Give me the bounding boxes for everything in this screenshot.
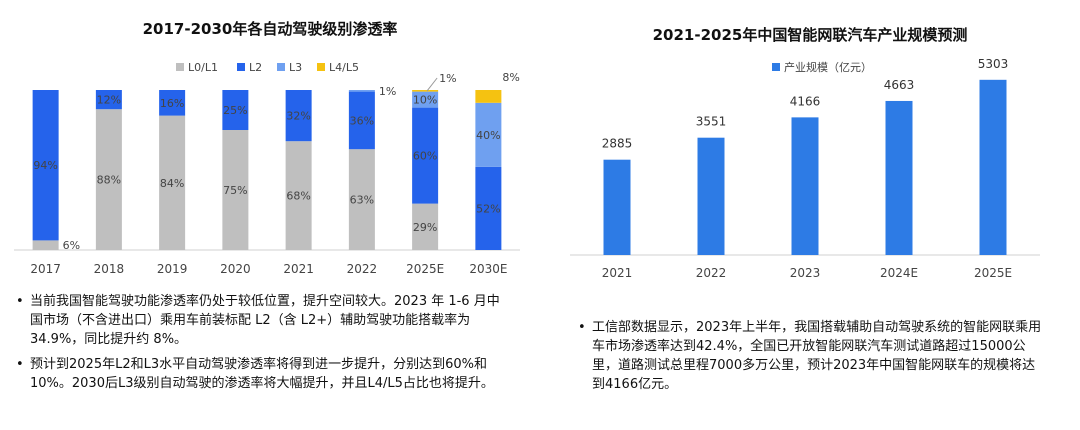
legend-label: L3 — [289, 61, 302, 74]
bar-segment — [348, 90, 375, 92]
legend-label: L4/L5 — [329, 61, 359, 74]
x-tick-label: 2025E — [974, 266, 1012, 280]
data-label: 29% — [413, 221, 437, 234]
bar-segment — [412, 107, 439, 204]
note-text: 工信部数据显示，2023年上半年，我国搭载辅助自动驾驶系统的智能网联乘用车市场渗… — [592, 320, 1042, 392]
x-tick-label: 2022 — [696, 266, 727, 280]
bar — [791, 117, 819, 255]
data-label: 5303 — [978, 57, 1009, 71]
left-notes: • 当前我国智能驾驶功能渗透率仍处于较低位置，提升空间较大。2023 年 1-6 … — [14, 292, 504, 399]
bar-segment — [32, 90, 59, 241]
penetration-chart: L0/L1 L2 L3 L4/L5 94% 6%2017 88% 12% 2018 84% 16% 2… — [14, 61, 520, 276]
legend-swatch — [317, 63, 325, 71]
bar-segment — [32, 240, 59, 250]
data-label: 36% — [350, 114, 374, 127]
chart-title: 2021-2025年中国智能网联汽车产业规模预测 — [652, 26, 968, 44]
bar — [979, 79, 1007, 255]
data-label: 2885 — [602, 137, 633, 151]
legend-swatch — [237, 63, 245, 71]
right-chart-panel: 2021-2025年中国智能网联汽车产业规模预测 产业规模（亿元） 2885 202… — [540, 0, 1080, 430]
data-label: 10% — [413, 94, 437, 107]
legend-swatch — [176, 63, 184, 71]
x-tick-label: 2020 — [220, 262, 251, 276]
legend-swatch — [277, 63, 285, 71]
legend-label: L2 — [249, 61, 262, 74]
data-label: 25% — [223, 104, 247, 117]
bar-segment — [285, 141, 312, 250]
bar-segment — [222, 130, 249, 250]
data-label: 94% — [33, 159, 57, 172]
bullet-icon: • — [16, 357, 24, 372]
data-label: 3551 — [696, 115, 727, 129]
data-label: 75% — [223, 184, 247, 197]
note-item: • 工信部数据显示，2023年上半年，我国搭载辅助自动驾驶系统的智能网联乘用车市场… — [576, 318, 1046, 394]
data-label: 40% — [476, 129, 500, 142]
industry-scale-chart: 产业规模（亿元） 2885 2021 3551 2022 4166 2023 4663 2024… — [570, 57, 1040, 280]
note-item: • 当前我国智能驾驶功能渗透率仍处于较低位置，提升空间较大。2023 年 1-6 … — [14, 292, 504, 349]
x-tick-label: 2017 — [30, 262, 61, 276]
x-tick-label: 2019 — [157, 262, 188, 276]
data-label: 63% — [350, 194, 374, 207]
data-label: 84% — [160, 177, 184, 190]
bar-segment — [95, 109, 122, 250]
data-label: 4166 — [790, 94, 821, 108]
bar-segment — [412, 90, 439, 92]
right-notes: • 工信部数据显示，2023年上半年，我国搭载辅助自动驾驶系统的智能网联乘用车市场… — [576, 318, 1046, 400]
note-text: 预计到2025年L2和L3水平自动驾驶渗透率将得到进一步提升，分别达到60%和1… — [30, 357, 494, 391]
bar-segment — [412, 203, 439, 250]
bar-segment — [159, 115, 186, 250]
data-label: 68% — [286, 190, 310, 203]
leader-line — [426, 77, 438, 92]
x-tick-label: 2023 — [790, 266, 821, 280]
bar-segment — [285, 90, 312, 142]
bar — [697, 137, 725, 255]
bar-segment — [95, 90, 122, 110]
data-label: 88% — [97, 174, 121, 187]
bullet-icon: • — [578, 320, 586, 335]
bar-segment — [475, 102, 502, 167]
note-item: • 预计到2025年L2和L3水平自动驾驶渗透率将得到进一步提升，分别达到60%和… — [14, 355, 504, 393]
data-label: 8% — [502, 71, 519, 84]
data-label: 6% — [63, 239, 80, 252]
x-tick-label: 2022 — [347, 262, 378, 276]
data-label: 16% — [160, 97, 184, 110]
data-label: 1% — [379, 85, 396, 98]
x-tick-label: 2025E — [406, 262, 444, 276]
x-tick-label: 2024E — [880, 266, 918, 280]
legend-label: 产业规模（亿元） — [784, 60, 872, 74]
legend-label: L0/L1 — [188, 61, 218, 74]
x-tick-label: 2021 — [602, 266, 633, 280]
bar-segment — [348, 91, 375, 150]
bar — [885, 100, 913, 255]
x-tick-label: 2018 — [94, 262, 125, 276]
data-label: 12% — [97, 94, 121, 107]
data-label: 1% — [439, 72, 456, 85]
x-tick-label: 2030E — [469, 262, 507, 276]
chart-title: 2017-2030年各自动驾驶级别渗透率 — [142, 20, 398, 38]
data-label: 52% — [476, 202, 500, 215]
bar-segment — [475, 166, 502, 250]
bullet-icon: • — [16, 294, 24, 309]
bar-segment — [475, 90, 502, 103]
data-label: 60% — [413, 150, 437, 163]
bar-segment — [222, 90, 249, 130]
data-label: 32% — [286, 110, 310, 123]
bar-segment — [159, 90, 186, 116]
bar-segment — [348, 149, 375, 250]
legend-swatch — [772, 63, 780, 71]
x-tick-label: 2021 — [283, 262, 314, 276]
bar — [603, 159, 631, 255]
left-chart-panel: 2017-2030年各自动驾驶级别渗透率 L0/L1 L2 L3 L4/L5 94% 6%… — [14, 20, 520, 399]
note-text: 当前我国智能驾驶功能渗透率仍处于较低位置，提升空间较大。2023 年 1-6 月… — [30, 294, 500, 347]
data-label: 4663 — [884, 78, 915, 92]
bar-segment — [412, 91, 439, 108]
